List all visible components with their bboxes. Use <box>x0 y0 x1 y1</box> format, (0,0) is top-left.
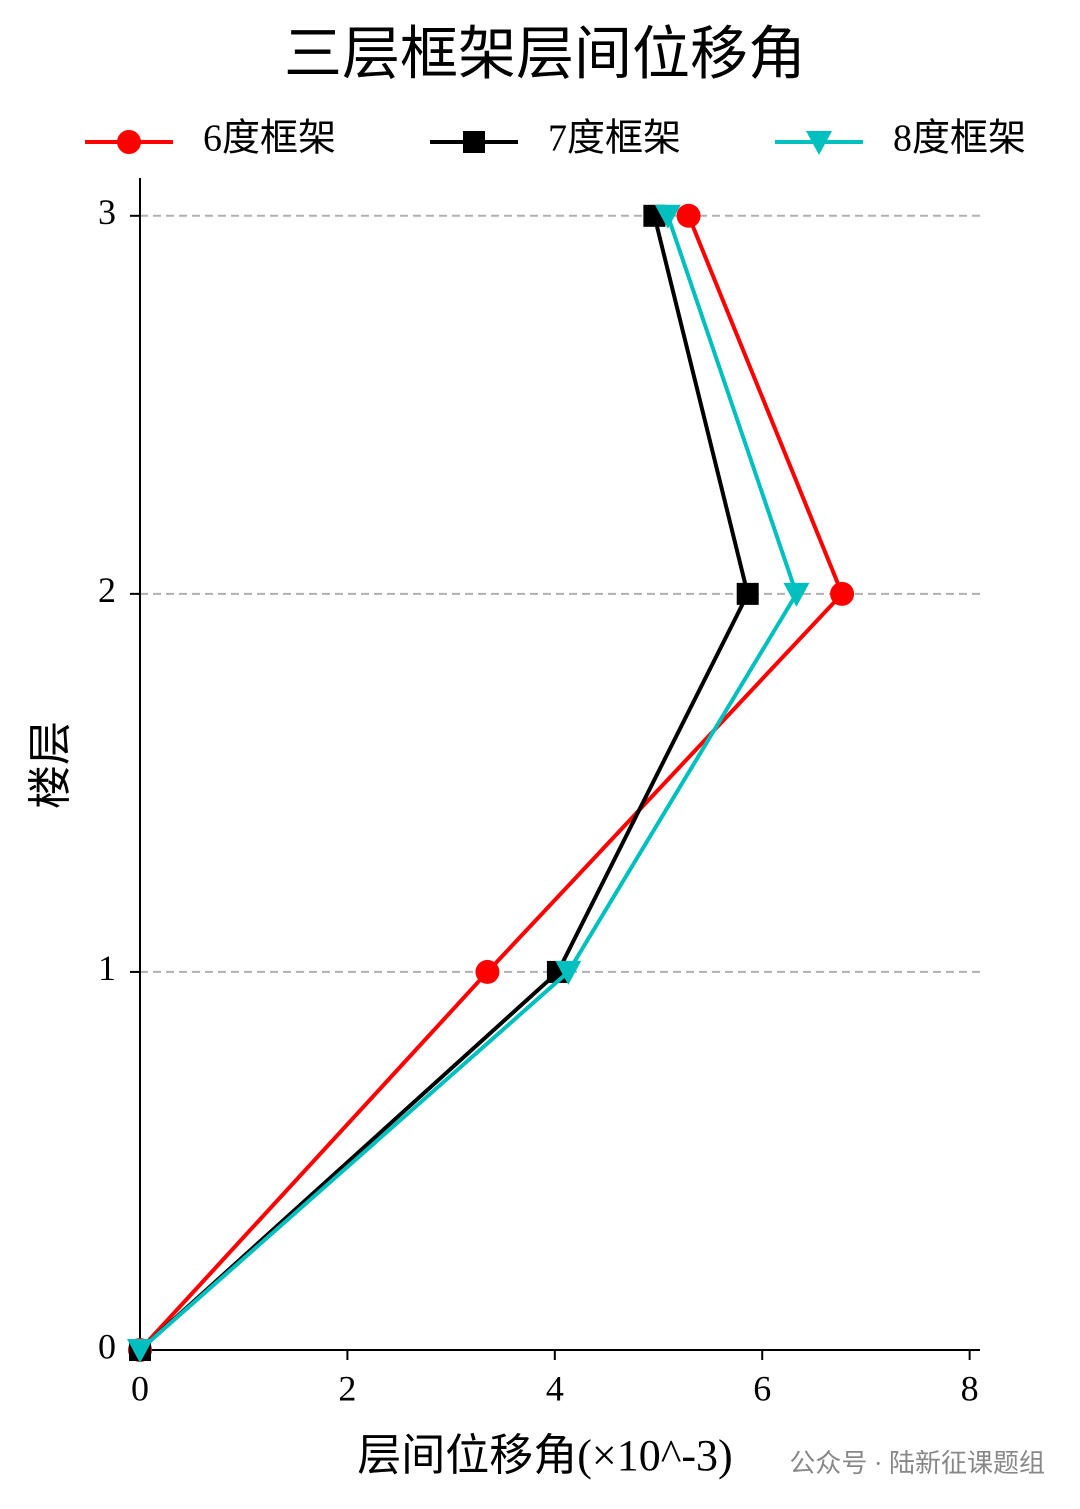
legend-marker <box>117 130 141 154</box>
line <box>138 215 750 1352</box>
legend-marker <box>463 131 485 153</box>
y-tick-label: 2 <box>98 570 116 610</box>
y-axis-label: 楼层 <box>26 721 75 809</box>
x-tick-label: 0 <box>131 1368 149 1408</box>
x-tick-label: 8 <box>961 1368 979 1408</box>
x-tick-label: 4 <box>546 1368 564 1408</box>
legend-label: 7度框架 <box>548 118 681 160</box>
point <box>475 959 500 984</box>
point <box>654 204 681 229</box>
legend-marker <box>806 131 832 155</box>
point <box>830 581 855 606</box>
x-tick-label: 6 <box>753 1368 771 1408</box>
y-tick-label: 0 <box>98 1326 116 1366</box>
point <box>676 203 701 228</box>
legend-label: 8度框架 <box>893 118 1026 160</box>
watermark: 公众号 · 陆新征课题组 <box>789 1449 1045 1478</box>
point <box>783 582 810 607</box>
chart-title: 三层框架层间位移角 <box>284 21 806 86</box>
x-axis-label: 层间位移角(×10^-3) <box>357 1431 732 1480</box>
point <box>555 960 582 985</box>
point <box>736 582 759 605</box>
line <box>138 215 845 1352</box>
line <box>138 215 799 1352</box>
legend-label: 6度框架 <box>203 118 336 160</box>
x-tick-label: 2 <box>338 1368 356 1408</box>
y-tick-label: 3 <box>98 192 116 232</box>
point <box>127 1339 153 1363</box>
y-tick-label: 1 <box>98 948 116 988</box>
